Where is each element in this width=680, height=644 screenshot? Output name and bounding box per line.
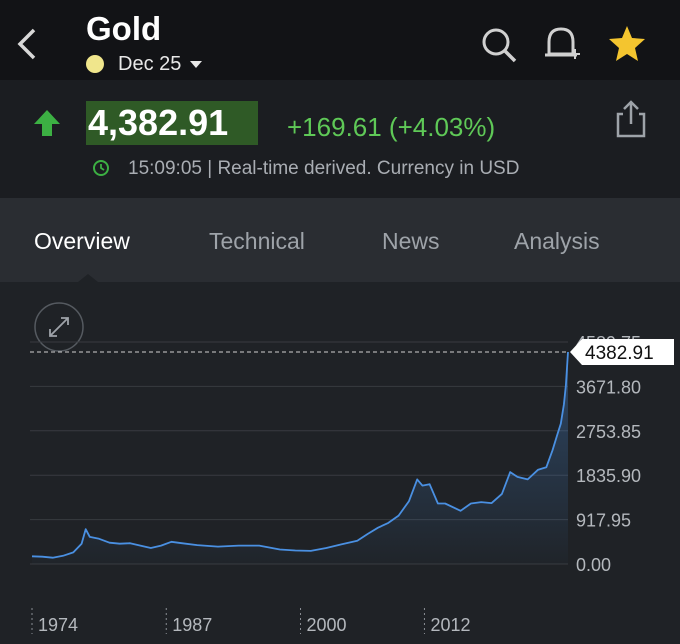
up-arrow (34, 110, 60, 136)
top-icons (17, 26, 645, 73)
expand-button[interactable] (34, 302, 84, 352)
search-button[interactable] (482, 28, 517, 63)
alert-button[interactable] (545, 27, 580, 59)
y-tick-label: 917.95 (576, 511, 631, 531)
tab[interactable]: News (382, 228, 440, 254)
y-tick-label: 0.00 (576, 555, 611, 575)
price-change: +169.61 (+4.03%) (287, 112, 496, 142)
line-area (32, 352, 568, 564)
last-price: 4,382.91 (86, 101, 259, 145)
y-tick-label: 2753.85 (576, 422, 641, 442)
quote-info: 15:09:05 | Real-time derived. Currency i… (128, 158, 520, 179)
y-tick-label: 3671.80 (576, 377, 641, 397)
clock-icon (93, 160, 109, 176)
contract-label[interactable]: Dec 25 (118, 53, 182, 75)
tab-indicator (78, 274, 98, 282)
y-tick-label: 1835.90 (576, 466, 641, 486)
x-tick-label: 2000 (307, 615, 347, 635)
tab[interactable]: Overview (34, 228, 130, 254)
tab[interactable]: Analysis (514, 228, 600, 254)
chart: 0.00917.951835.902753.853671.804589.7519… (30, 302, 674, 635)
x-tick-label: 2012 (430, 615, 470, 635)
share-button[interactable] (616, 100, 646, 138)
tab[interactable]: Technical (209, 228, 305, 254)
quote-icons (34, 100, 646, 176)
back-button[interactable] (17, 28, 36, 60)
x-tick-label: 1974 (38, 615, 78, 635)
x-tick-label: 1987 (172, 615, 212, 635)
last-price-badge (570, 339, 674, 366)
contract-icon (86, 55, 104, 73)
top-bar (0, 0, 680, 80)
instrument-title: Gold (86, 10, 162, 47)
tab-bar (0, 198, 680, 282)
price-line (31, 351, 569, 559)
last-price-label: 4382.91 (585, 343, 654, 364)
contract-dropdown[interactable] (190, 61, 202, 68)
favorite-button[interactable] (609, 26, 645, 61)
